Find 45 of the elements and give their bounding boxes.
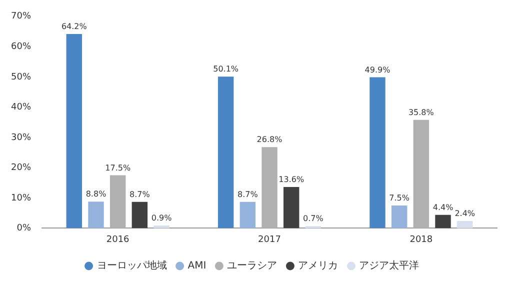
y-tick-label: 10%	[10, 193, 32, 204]
y-tick-label: 30%	[10, 132, 32, 143]
y-tick-label: 50%	[10, 72, 32, 82]
data-label: 17.5%	[105, 163, 131, 172]
bar	[132, 202, 148, 228]
data-label: 8.7%	[130, 190, 150, 199]
bar	[218, 76, 234, 228]
bar	[370, 77, 386, 228]
y-tick-label: 20%	[10, 163, 32, 174]
bar	[262, 147, 278, 228]
legend-label: ユーラシア	[227, 260, 278, 272]
data-label: 0.9%	[151, 214, 172, 223]
bar	[88, 202, 104, 228]
bar	[435, 214, 451, 228]
bar	[240, 202, 256, 228]
data-label: 13.6%	[278, 175, 304, 184]
data-label: 0.7%	[303, 214, 324, 224]
y-tick-label: 40%	[10, 102, 32, 113]
y-tick-label: 0%	[16, 224, 32, 234]
bar	[283, 187, 300, 228]
legend-label: AMI	[188, 260, 206, 272]
data-label: 4.4%	[432, 202, 454, 212]
bar	[110, 175, 126, 228]
data-label: 49.9%	[364, 65, 391, 74]
bar	[391, 206, 408, 228]
data-label: 2.4%	[454, 209, 476, 218]
legend-label: アメリカ	[298, 260, 338, 272]
y-tick-label: 60%	[10, 42, 32, 52]
x-tick-label: 2016	[106, 234, 130, 245]
x-tick-label: 2018	[410, 234, 433, 245]
legend-label: ヨーロッパ地域	[96, 260, 167, 272]
bar	[66, 34, 82, 228]
data-label: 8.7%	[238, 190, 258, 199]
data-label: 26.8%	[256, 135, 283, 144]
bar	[154, 225, 170, 228]
legend-label: アジア太平洋	[359, 260, 420, 272]
bar	[413, 120, 430, 228]
y-tick-label: 70%	[10, 12, 32, 22]
data-label: 64.2%	[61, 22, 88, 32]
x-tick-label: 2017	[258, 234, 281, 245]
data-label: 7.5%	[389, 194, 410, 203]
data-label: 50.1%	[213, 64, 239, 74]
data-label: 8.8%	[86, 190, 107, 199]
data-label: 35.8%	[408, 108, 434, 117]
bar	[456, 220, 473, 228]
